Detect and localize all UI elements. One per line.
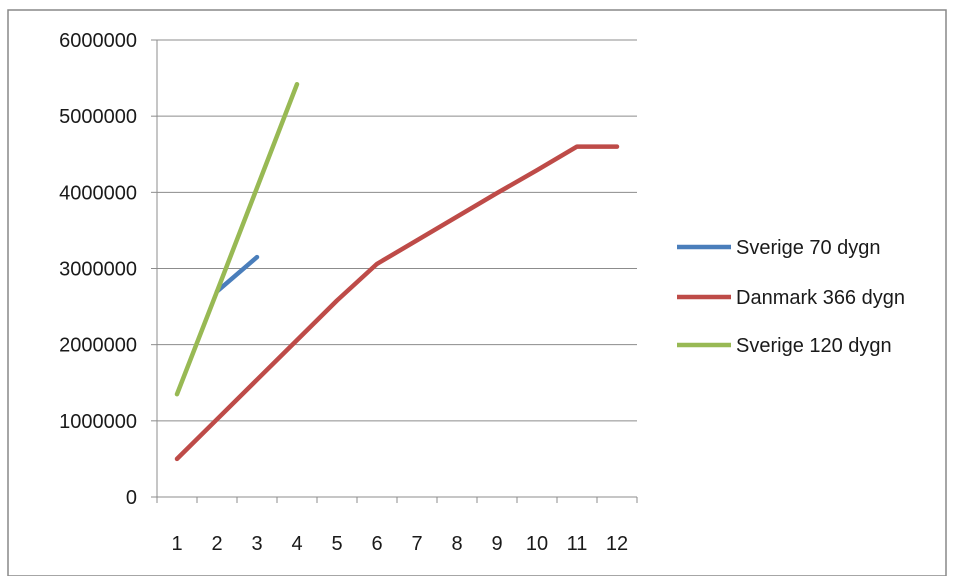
x-tick-label: 10 — [526, 533, 548, 555]
gridlines — [157, 39, 637, 422]
x-tick-label: 11 — [567, 533, 588, 555]
y-tick-label: 2000000 — [59, 335, 137, 357]
x-tick-label: 9 — [491, 533, 502, 555]
x-tick-label: 7 — [411, 533, 422, 555]
legend-label: Danmark 366 dygn — [736, 287, 905, 309]
axes: 0 1000000 2000000 3000000 4000000 5000000 6000… — [59, 30, 638, 555]
legend: Sverige 70 dygn Danmark 366 dygn Sverige 1… — [677, 237, 905, 357]
legend-label: Sverige 120 dygn — [736, 335, 892, 357]
x-tick-label: 8 — [451, 533, 462, 555]
y-tick-label: 6000000 — [59, 30, 137, 52]
series-lines — [174, 81, 620, 462]
y-tick-label: 5000000 — [59, 106, 137, 128]
legend-label: Sverige 70 dygn — [736, 237, 881, 259]
x-tick-label: 6 — [371, 533, 382, 555]
series-line-1 — [214, 254, 260, 294]
y-tick-label: 4000000 — [59, 182, 137, 204]
x-tick-label: 5 — [331, 533, 342, 555]
x-tick-label: 12 — [606, 533, 628, 555]
series-line-3 — [174, 81, 300, 397]
y-tick-label: 0 — [126, 487, 137, 509]
x-tick-label: 1 — [171, 533, 182, 555]
y-tick-label: 1000000 — [59, 411, 137, 433]
x-tick-label: 3 — [251, 533, 262, 555]
series-line-2 — [174, 144, 620, 462]
chart-frame — [7, 9, 947, 577]
x-tick-label: 4 — [291, 533, 302, 555]
x-tick-label: 2 — [211, 533, 222, 555]
y-tick-label: 3000000 — [59, 259, 137, 281]
